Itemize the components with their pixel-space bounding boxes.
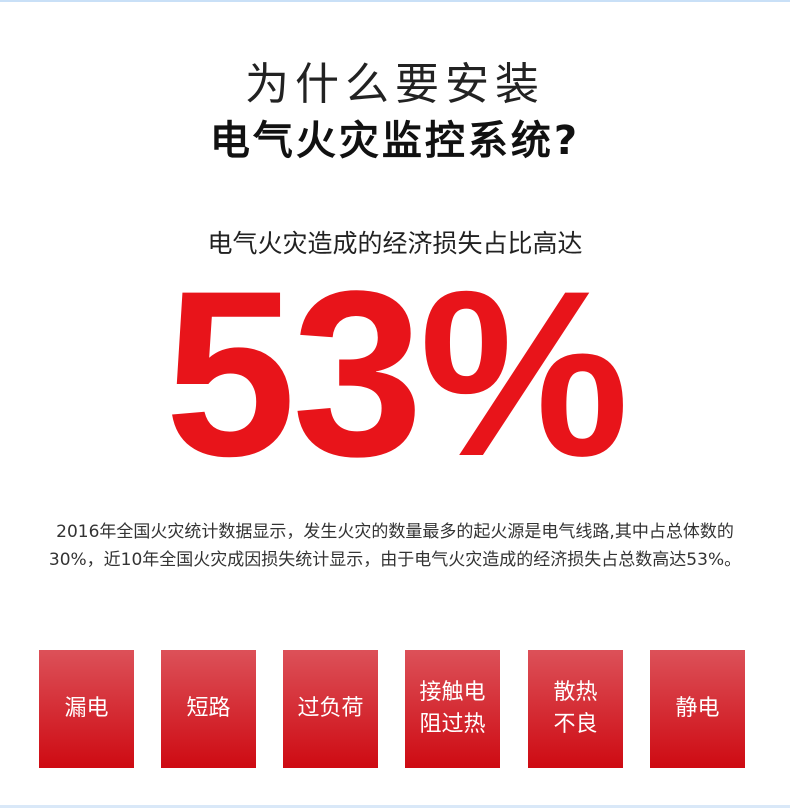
cause-box-static: 静电	[650, 650, 745, 768]
subtitle: 电气火灾造成的经济损失占比高达	[207, 229, 583, 258]
cause-label: 接触电 阻过热	[419, 680, 486, 737]
cause-label: 静电	[675, 696, 720, 721]
heading-line2: 电气火灾监控系统?	[209, 118, 581, 164]
cause-boxes: 漏电 短路 过负荷 接触电 阻过热 散热 不良 静电	[39, 650, 759, 768]
percentage-highlight: 53%	[164, 242, 629, 506]
cause-label: 散热 不良	[553, 680, 598, 737]
cause-box-short-circuit: 短路	[161, 650, 256, 768]
heading-line1: 为什么要安装	[245, 59, 545, 110]
cause-box-leakage: 漏电	[39, 650, 134, 768]
bottom-border	[0, 805, 790, 808]
cause-box-poor-heat-dissipation: 散热 不良	[528, 650, 623, 768]
cause-box-overload: 过负荷	[283, 650, 378, 768]
cause-label: 漏电	[64, 696, 109, 721]
cause-label: 短路	[186, 696, 231, 721]
statistics-paragraph: 2016年全国火灾统计数据显示，发生火灾的数量最多的起火源是电气线路,其中占总体…	[48, 522, 742, 570]
top-border	[0, 0, 790, 2]
cause-box-contact-resistance: 接触电 阻过热	[405, 650, 500, 768]
cause-label: 过负荷	[297, 696, 364, 721]
